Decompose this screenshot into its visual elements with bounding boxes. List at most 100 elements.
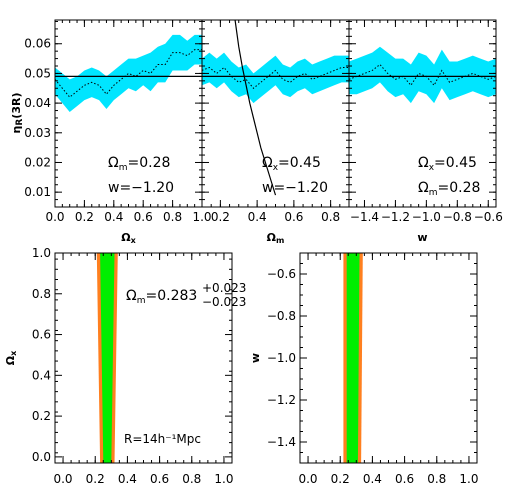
panel-3-xtick-label: −1.2: [381, 210, 410, 224]
panel-bottom-left-omega-m-sub: m: [137, 296, 146, 306]
panel-bottom-left-scale-annotation: R=14h⁻¹Mpc: [124, 432, 201, 446]
panel-bottom-left-xtick-label: 0.4: [118, 472, 137, 486]
panel-1-major-ticks: [54, 20, 203, 207]
panel-bottom-left-ytick-label: 1.0: [32, 246, 51, 260]
panel-3-annotation-2-lead: Ω: [418, 180, 429, 196]
panel-1-ytick-label: 0.03: [24, 126, 51, 140]
panel-bottom-right-minor-ticks: [299, 252, 478, 464]
panel-1-xtick-label: 0.8: [163, 210, 182, 224]
panel-2-xtick-label: 0.2: [211, 210, 230, 224]
panel-bottom-right-ytick-label: −1.0: [267, 351, 296, 365]
panel-1-ytick-label: 0.05: [24, 66, 51, 80]
panel-1-band: [55, 34, 202, 113]
panel-bottom-right-xtick-label: 0.4: [363, 472, 382, 486]
panel-1-ylabel-main: η: [10, 126, 23, 134]
panel-1-xlabel-main: Ω: [121, 231, 131, 244]
panel-3-annotation-1-rest: =0.45: [434, 155, 477, 171]
panel-1-annotation-2: w=−1.20: [108, 180, 174, 196]
panel-2-frame: [201, 19, 350, 208]
panel-2-annotation-2-lead: w=−1.20: [262, 180, 328, 196]
panel-bottom-left-inner-contour: [100, 253, 115, 463]
panel-bottom-right-ytick-label: −1.4: [267, 435, 296, 449]
panel-1-ytick-label: 0.01: [24, 185, 51, 199]
panel-2-annotation-1: Ωx=0.45: [262, 155, 321, 173]
panel-bottom-right-ytick-label: −0.6: [267, 267, 296, 281]
panel-3-plot: [349, 46, 496, 104]
panel-bottom-right-major-ticks: [300, 253, 477, 463]
panel-3-frame: [348, 19, 497, 208]
panel-bottom-right-ylabel-main: w: [249, 353, 262, 363]
panel-2-major-ticks: [202, 20, 349, 207]
panel-3-minor-ticks: [348, 20, 497, 208]
panel-3-xtick-label: −0.6: [474, 210, 503, 224]
panel-1-ylabel: ηR(3R): [10, 93, 25, 134]
panel-bottom-left-ylabel: Ωx: [4, 350, 18, 365]
panel-bottom-right-ytick-label: −1.2: [267, 393, 296, 407]
panel-bottom-left-xtick-label: 0.6: [150, 472, 169, 486]
panel-bottom-left-xtick-label: 0.2: [86, 472, 105, 486]
panel-3-mean-line: [349, 63, 496, 87]
panel-bottom-left-omega-m-annotation: Ωm=0.283: [126, 288, 197, 306]
panel-2-xtick-label: 0.4: [248, 210, 267, 224]
panel-bottom-left-ytick-label: 0.2: [32, 409, 51, 423]
panel-1-ytick-label: 0.06: [24, 37, 51, 51]
panel-3-xtick-label: −1.4: [350, 210, 379, 224]
panel-bottom-right-xtick-label: 0.2: [331, 472, 350, 486]
panel-bottom-left-omega-m-upper-error: +0.023: [202, 281, 246, 295]
panel-2-xtick-label: 0.8: [321, 210, 340, 224]
panel-bottom-left-ylabel-sub: x: [9, 350, 18, 356]
panel-2-xlabel-sub: m: [276, 236, 284, 245]
panel-bottom-left-xtick-label: 0.8: [182, 472, 201, 486]
panel-bottom-right-plot: [343, 253, 363, 463]
panel-1-mean-line: [55, 49, 202, 98]
panel-bottom-left-ytick-label: 0.8: [32, 287, 51, 301]
panel-bottom-left-omega-m-value: =0.283: [145, 288, 197, 304]
panel-bottom-left-ylabel-main: Ω: [4, 355, 17, 365]
panel-1-ytick-label: 0.04: [24, 96, 51, 110]
panel-1-xtick-label: 1.0: [192, 210, 211, 224]
panel-bottom-left-plot: [96, 253, 118, 463]
panel-1-xtick-label: 0.0: [45, 210, 64, 224]
panel-2-annotation-1-lead: Ω: [262, 155, 273, 171]
panel-bottom-right-xtick-label: 0.0: [298, 472, 317, 486]
panel-1-annotation-1-lead: Ω: [108, 155, 119, 171]
panel-2-xtick-label: 0.6: [284, 210, 303, 224]
panel-bottom-right-ytick-label: −0.8: [267, 309, 296, 323]
panel-2-mean-line: [202, 66, 349, 89]
panel-bottom-left-omega-m-lead: Ω: [126, 288, 137, 304]
panel-2-xlabel: Ωm: [267, 231, 285, 245]
panel-1-annotation-1-rest: =0.28: [127, 155, 170, 171]
panel-3-xtick-label: −0.8: [443, 210, 472, 224]
panel-2-annotation-2: w=−1.20: [262, 180, 328, 196]
panel-3-annotation-2-sub: m: [429, 188, 438, 198]
panel-bottom-right-xtick-label: 0.8: [427, 472, 446, 486]
panel-1-ylabel-rest: (3R): [10, 93, 23, 119]
panel-3-xlabel-main: w: [417, 231, 427, 244]
panel-2-annotation-1-sub: x: [273, 163, 279, 173]
panel-bottom-right-frame: [299, 252, 478, 464]
panel-2-annotation-1-rest: =0.45: [278, 155, 321, 171]
panel-1-xtick-label: 0.2: [75, 210, 94, 224]
panel-bottom-right-ylabel: w: [249, 353, 262, 363]
panel-1-xtick-label: 0.6: [134, 210, 153, 224]
panel-2-minor-ticks: [201, 20, 350, 208]
panel-2-plot: [202, 20, 349, 196]
panel-2-model-curve: [234, 20, 277, 196]
panel-1-xlabel: Ωx: [121, 231, 136, 245]
panel-bottom-left-xtick-label: 1.0: [214, 472, 233, 486]
panel-bottom-left-ytick-label: 0.0: [32, 450, 51, 464]
panel-1-plot: [55, 34, 202, 113]
panel-3-major-ticks: [349, 20, 496, 207]
panel-1-ytick-label: 0.02: [24, 155, 51, 169]
panel-bottom-right-xtick-label: 0.6: [395, 472, 414, 486]
panel-1-annotation-2-lead: w=−1.20: [108, 180, 174, 196]
panel-3-annotation-1: Ωx=0.45: [418, 155, 477, 173]
panel-bottom-right-inner-contour: [346, 253, 360, 463]
panel-bottom-right-xtick-label: 1.0: [459, 472, 478, 486]
panel-3-annotation-1-lead: Ω: [418, 155, 429, 171]
panel-3-annotation-1-sub: x: [429, 163, 435, 173]
panel-3-xtick-label: −1.0: [412, 210, 441, 224]
panel-bottom-left-ytick-label: 0.4: [32, 368, 51, 382]
panel-1-annotation-1-sub: m: [119, 163, 128, 173]
